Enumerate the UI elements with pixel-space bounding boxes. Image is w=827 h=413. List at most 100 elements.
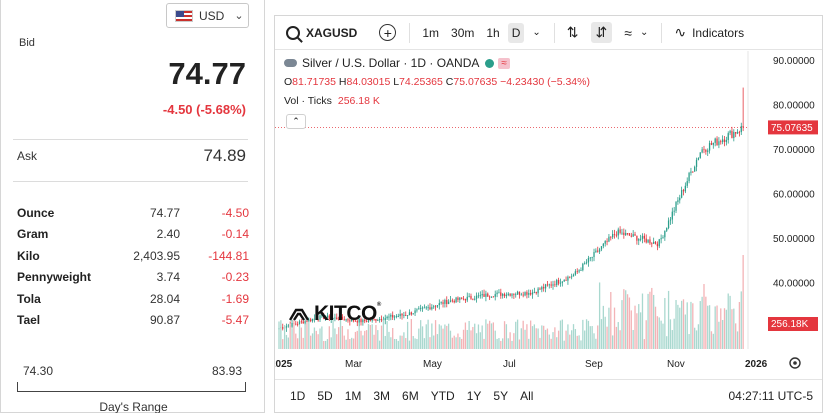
candle-body: [615, 234, 618, 236]
candle-body: [356, 321, 358, 323]
candle-body: [518, 291, 521, 295]
interval-d[interactable]: D: [507, 22, 525, 43]
volume-bar: [349, 339, 351, 349]
volume-bar: [729, 295, 731, 349]
unit-price: 2,403.95: [133, 248, 180, 263]
settings-gear-icon[interactable]: [789, 357, 801, 369]
interval-1m[interactable]: 1m: [422, 25, 440, 40]
volume-bar: [619, 330, 621, 349]
compare-symbol-button[interactable]: +: [379, 24, 397, 41]
candle-body: [707, 150, 709, 152]
range-5y[interactable]: 5Y: [493, 389, 509, 403]
range-5d[interactable]: 5D: [317, 389, 333, 403]
unit-row: Pennyweight 3.74 -0.23: [17, 267, 249, 289]
candle-body: [455, 297, 457, 303]
candle-body: [446, 300, 448, 304]
candle-body: [317, 319, 319, 321]
candle-body: [412, 313, 414, 315]
volume-bar: [723, 308, 726, 349]
volume-bar: [735, 323, 737, 349]
candle-body: [649, 239, 651, 244]
candle-body: [425, 307, 427, 309]
ohlc-c: 75.07635: [453, 76, 498, 88]
range-1y[interactable]: 1Y: [466, 389, 482, 403]
candle-body: [296, 323, 299, 325]
chart-type-chevron-icon[interactable]: ⌄: [639, 27, 649, 38]
candle-body: [520, 294, 522, 296]
collapse-legend-button[interactable]: ⌃: [286, 114, 306, 129]
candle-body: [462, 298, 465, 300]
volume-bar: [379, 340, 381, 349]
interval-chevron-icon[interactable]: ⌄: [532, 27, 541, 38]
area-chart-icon[interactable]: ≈: [624, 24, 632, 41]
volume-bar: [608, 307, 610, 349]
candle-body: [291, 323, 293, 327]
candle-body: [434, 306, 437, 308]
candle-body: [345, 319, 347, 321]
candle-body: [392, 315, 394, 318]
utc-clock[interactable]: 04:27:11 UTC-5: [728, 389, 814, 403]
volume-bar: [386, 321, 388, 349]
volume-bar: [433, 335, 435, 349]
candle-body: [645, 238, 647, 243]
volume-bar: [515, 321, 517, 349]
candle-body: [680, 190, 683, 198]
indicators-button[interactable]: Indicators: [692, 25, 745, 40]
candle-body: [367, 320, 370, 322]
candle-body: [295, 323, 297, 325]
candles-icon[interactable]: ⇵: [590, 22, 613, 43]
volume-bar: [285, 334, 288, 349]
range-ytd[interactable]: YTD: [430, 389, 455, 403]
bar-type-icon[interactable]: ⇅: [566, 24, 579, 40]
candle-body: [673, 210, 675, 212]
volume-bar: [548, 334, 550, 349]
volume-bar: [528, 338, 530, 349]
indicators-icon[interactable]: ∿: [674, 24, 687, 40]
volume-bar: [351, 337, 353, 349]
range-1d[interactable]: 1D: [290, 389, 306, 403]
price-chart[interactable]: 90.00000 80.00000 70.00000 60.00000 50.00000…: [275, 51, 822, 379]
volume-bar: [511, 340, 513, 349]
candle-body: [421, 307, 424, 309]
candle-body: [403, 315, 405, 316]
candle-body: [647, 239, 649, 243]
volume-bar: [311, 333, 314, 349]
x-tick-label: Nov: [667, 359, 685, 370]
volume-bar: [490, 323, 493, 349]
volume-bar: [365, 330, 368, 349]
range-6m[interactable]: 6M: [402, 389, 419, 403]
range-1m[interactable]: 1M: [344, 389, 362, 403]
candle-body: [688, 172, 690, 182]
ohlc-h-label: H: [338, 76, 347, 88]
settings-gear-center: [793, 361, 797, 365]
candle-body: [300, 321, 303, 323]
candle-body: [475, 295, 478, 299]
volume-row: Vol · Ticks 256.18 K: [284, 95, 380, 107]
volume-bar: [410, 319, 412, 349]
toolbar-separator: [409, 22, 411, 43]
bid-value: 74.77: [168, 56, 246, 91]
y-tick-label: 40.00000: [773, 279, 815, 290]
candle-body: [541, 287, 543, 290]
candle-body: [660, 238, 662, 240]
interval-30m[interactable]: 30m: [451, 25, 475, 40]
candle-body: [679, 197, 681, 201]
symbol-search[interactable]: XAGUSD: [306, 25, 358, 40]
volume-bar: [451, 337, 454, 349]
range-all[interactable]: All: [520, 389, 534, 403]
volume-bar: [690, 301, 692, 349]
currency-dropdown[interactable]: USD ⌄: [166, 3, 249, 28]
candle-body: [658, 239, 660, 247]
candle-body: [651, 243, 653, 245]
candle-body: [324, 317, 327, 319]
volume-bar: [584, 330, 586, 349]
candle-body: [354, 320, 357, 322]
volume-bar: [580, 340, 582, 349]
search-icon[interactable]: [286, 25, 300, 40]
divider: [13, 139, 248, 140]
candle-body: [677, 200, 679, 203]
interval-1h[interactable]: 1h: [486, 25, 500, 40]
range-3m[interactable]: 3M: [373, 389, 391, 403]
candle-body: [602, 243, 604, 247]
candle-body: [591, 257, 593, 258]
